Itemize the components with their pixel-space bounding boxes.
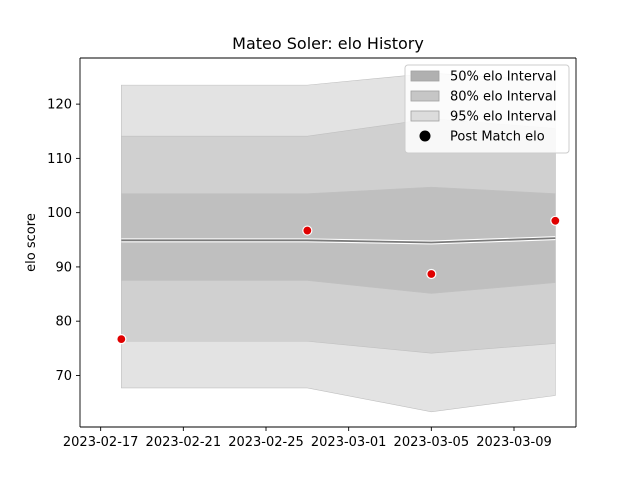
legend: 50% elo Interval 80% elo Interval 95% elo …	[404, 64, 570, 154]
y-tick-label: 80	[55, 315, 72, 330]
y-tick-label: 120	[47, 98, 72, 113]
x-tick-label: 2023-03-01	[311, 435, 387, 450]
post-match-point-4	[550, 215, 561, 226]
x-tick-label: 2023-03-05	[394, 435, 470, 450]
legend-label: 95% elo Interval	[450, 110, 557, 125]
legend-swatch	[410, 90, 440, 102]
chart-title: Mateo Soler: elo History	[232, 34, 424, 53]
plot-area	[116, 72, 561, 413]
legend-label: 50% elo Interval	[450, 70, 557, 85]
post-match-point-1	[116, 333, 127, 345]
legend-marker	[419, 130, 431, 142]
y-tick-label: 70	[55, 369, 72, 384]
post-match-point-3	[426, 268, 437, 280]
x-tick-label: 2023-02-21	[146, 435, 222, 450]
x-tick-label: 2023-02-17	[63, 435, 139, 450]
mean-line	[121, 237, 556, 244]
legend-swatch	[410, 110, 440, 122]
y-tick-label: 90	[55, 260, 72, 275]
y-axis-label: elo score	[24, 213, 39, 272]
x-tick-label: 2023-03-09	[476, 435, 552, 450]
legend-swatch	[410, 70, 440, 82]
y-tick-label: 100	[47, 206, 72, 221]
legend-box	[404, 64, 570, 154]
y-tick-label: 110	[47, 152, 72, 167]
axes: 70 80 90 100 110 120 2023-02-17 2023-02-21 2023-…	[47, 57, 577, 450]
x-tick-label: 2023-02-25	[228, 435, 304, 450]
post-match-point-2	[302, 225, 313, 236]
legend-label: Post Match elo	[450, 130, 545, 145]
legend-label: 80% elo Interval	[450, 90, 557, 105]
